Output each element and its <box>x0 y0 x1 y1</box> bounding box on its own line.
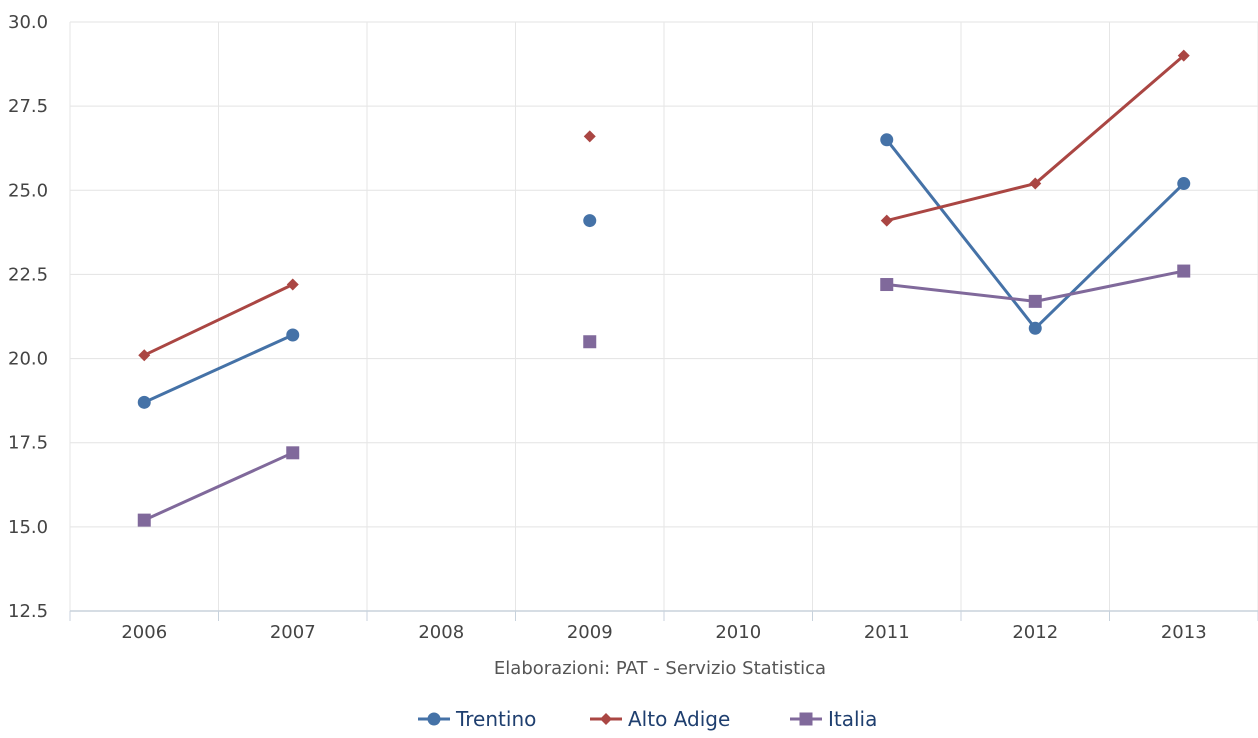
grid <box>69 21 1258 612</box>
data-point-alto-adige[interactable] <box>1177 49 1190 62</box>
series-layer <box>137 49 1191 527</box>
x-tick-label: 2013 <box>1161 622 1207 643</box>
data-point-italia[interactable] <box>1177 264 1191 278</box>
series-line-italia <box>142 451 295 522</box>
data-point-alto-adige[interactable] <box>138 349 151 362</box>
data-point-italia[interactable] <box>137 513 151 527</box>
x-tick-label: 2007 <box>270 622 316 643</box>
credit-text: Elaborazioni: PAT - Servizio Statistica <box>494 658 826 679</box>
series-line-trentino <box>142 333 295 404</box>
x-tick-label: 2006 <box>121 622 167 643</box>
data-point-trentino[interactable] <box>137 395 151 409</box>
y-tick-label: 22.5 <box>8 264 48 285</box>
data-point-trentino[interactable] <box>1177 177 1191 191</box>
data-point-alto-adige[interactable] <box>1029 177 1042 190</box>
y-tick-label: 27.5 <box>8 96 48 117</box>
x-tick-label: 2010 <box>715 622 761 643</box>
data-point-italia[interactable] <box>286 446 300 460</box>
data-point-italia[interactable] <box>880 278 894 292</box>
y-tick-label: 25.0 <box>8 180 48 201</box>
y-tick-label: 30.0 <box>8 12 48 33</box>
data-point-alto-adige[interactable] <box>880 214 893 227</box>
series-alto-adige <box>138 49 1190 362</box>
legend[interactable]: Trentino Alto Adige Italia <box>418 707 877 731</box>
legend-item-italia[interactable]: Italia <box>790 707 877 731</box>
x-tick-label: 2011 <box>864 622 910 643</box>
data-point-trentino[interactable] <box>880 133 894 147</box>
data-point-italia[interactable] <box>583 335 597 349</box>
y-tick-label: 12.5 <box>8 601 48 622</box>
axes: 12.5 15.0 17.5 20.0 22.5 25.0 27.5 30.0 2006 2007… <box>8 12 1258 643</box>
legend-label: Alto Adige <box>628 707 730 731</box>
legend-item-alto-adige[interactable]: Alto Adige <box>590 707 730 731</box>
data-point-trentino[interactable] <box>1028 321 1042 335</box>
legend-label: Trentino <box>455 707 536 731</box>
series-italia <box>137 264 1191 527</box>
legend-marker <box>427 712 441 726</box>
legend-marker <box>799 712 813 726</box>
series-line-alto-adige <box>142 283 295 357</box>
y-tick-label: 15.0 <box>8 517 48 538</box>
data-point-alto-adige[interactable] <box>583 130 596 143</box>
x-tick-label: 2009 <box>567 622 613 643</box>
series-trentino <box>137 133 1191 409</box>
legend-marker <box>600 713 612 725</box>
data-point-trentino[interactable] <box>286 328 300 342</box>
legend-item-trentino[interactable]: Trentino <box>418 707 536 731</box>
data-point-italia[interactable] <box>1028 294 1042 308</box>
data-point-trentino[interactable] <box>583 214 597 228</box>
data-point-alto-adige[interactable] <box>286 278 299 291</box>
y-tick-label: 17.5 <box>8 433 48 454</box>
legend-label: Italia <box>828 707 877 731</box>
x-tick-label: 2008 <box>418 622 464 643</box>
y-tick-label: 20.0 <box>8 349 48 370</box>
x-tick-label: 2012 <box>1012 622 1058 643</box>
